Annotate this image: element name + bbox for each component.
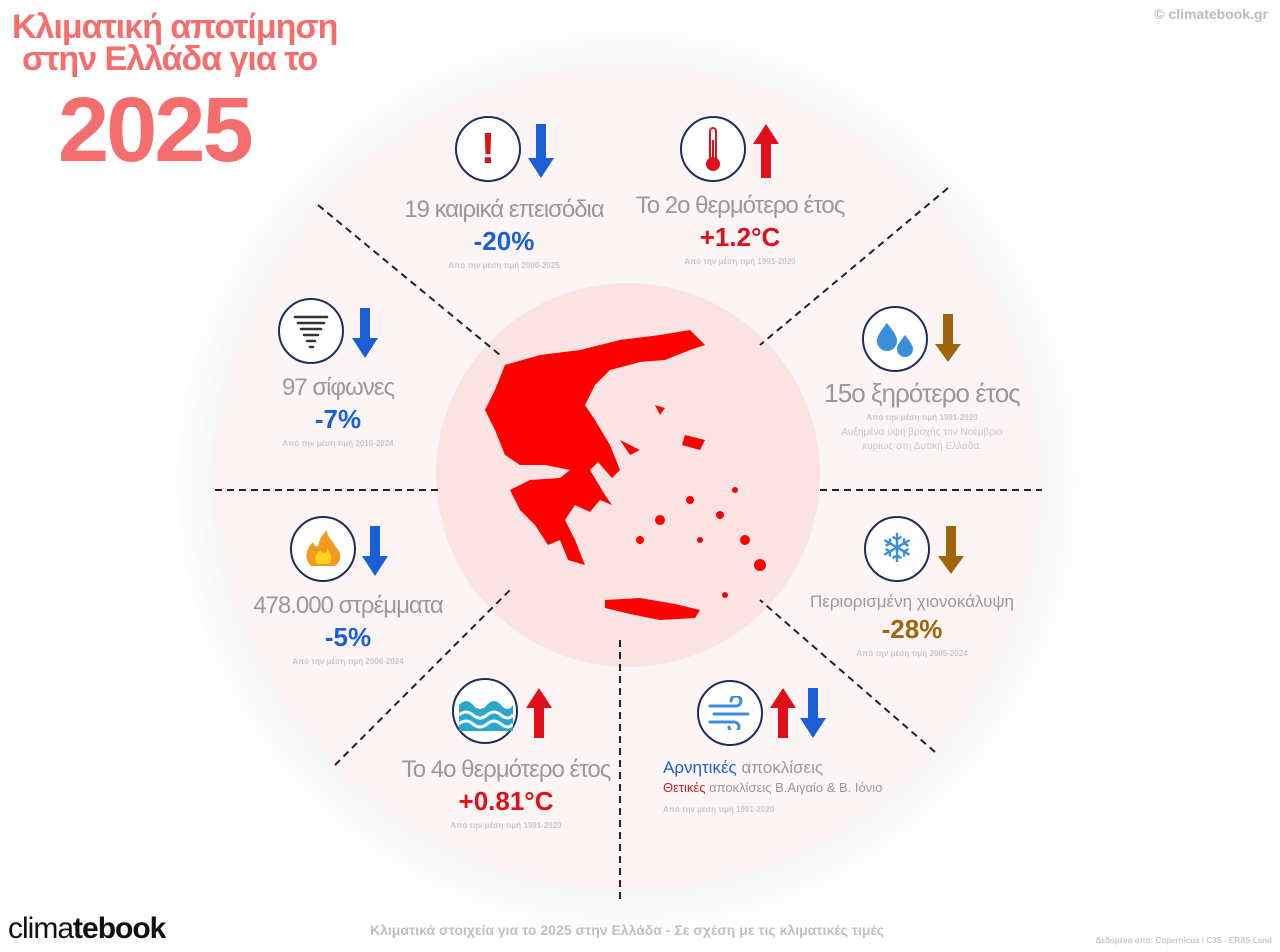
- arrow-up-icon: [526, 688, 552, 738]
- section-dividers: [215, 187, 1042, 900]
- sea-label: Το 4ο θερμότερο έτος: [401, 756, 612, 783]
- wind-positive-rest: αποκλίσεις Β.Αιγαίο & Β. Ιόνιο: [709, 780, 883, 795]
- tornadoes-ref: Από την μέση τιμή 2010-2024: [282, 439, 394, 448]
- events-section: 19 καιρικά επεισόδια -20% Από την μέση τ…: [404, 196, 605, 270]
- fires-ref: Από την μέση τιμή 2006-2024: [292, 657, 404, 666]
- rain-label: 15ο ξηρότερο έτος: [824, 378, 1020, 408]
- thermometer-icon: [680, 116, 746, 182]
- snow-ref: Από την μέση τιμή 2005-2024: [856, 649, 968, 658]
- tornadoes-section: 97 σίφωνες -7% Από την μέση τιμή 2010-20…: [281, 374, 395, 448]
- sea-section: Το 4ο θερμότερο έτος +0.81°C Από την μέσ…: [401, 756, 612, 830]
- snow-label: Περιορισμένη χιονοκάλυψη: [810, 592, 1014, 611]
- fires-label: 478.000 στρέμματα: [253, 592, 444, 619]
- events-ref: Από την μέση τιμή 2000-2025: [448, 261, 560, 270]
- arrow-up-icon: [770, 688, 796, 738]
- snow-value: -28%: [881, 614, 943, 644]
- events-value: -20%: [473, 226, 535, 256]
- greece-map: [485, 330, 766, 620]
- fire-icon: [290, 516, 356, 582]
- wind-positive-word: Θετικές: [663, 780, 706, 795]
- arrow-down-icon: [800, 688, 826, 738]
- title-line-2: στην Ελλάδα για το: [22, 40, 318, 78]
- fires-value: -5%: [324, 622, 372, 652]
- water-drops-icon: [862, 306, 928, 372]
- wind-negative-word: Αρνητικές: [663, 758, 737, 777]
- temperature-section: Το 2ο θερμότερο έτος +1.2°C Από την μέση…: [635, 192, 846, 266]
- sea-waves-icon: [452, 678, 518, 744]
- arrow-down-icon: [935, 314, 961, 362]
- copyright: © climatebook.gr: [1154, 6, 1268, 22]
- rain-ref: Από την μέση τιμή 1991-2020: [866, 413, 978, 422]
- climatebook-logo: climatebook: [8, 912, 166, 945]
- snow-section: Περιορισμένη χιονοκάλυψη -28% Από την μέ…: [810, 592, 1014, 658]
- temperature-ref: Από την μέση τιμή 1991-2020: [684, 257, 796, 266]
- title-year: 2025: [58, 79, 254, 181]
- fires-section: 478.000 στρέμματα -5% Από την μέση τιμή …: [253, 592, 444, 666]
- wind-section: Αρνητικές αποκλίσεις Θετικές αποκλίσεις …: [663, 758, 882, 814]
- events-label: 19 καιρικά επεισόδια: [404, 196, 605, 223]
- title-line-1: Κλιματική αποτίμηση: [12, 8, 338, 46]
- tornadoes-value: -7%: [314, 404, 362, 434]
- tornadoes-label: 97 σίφωνες: [281, 374, 395, 401]
- temperature-value: +1.2°C: [699, 222, 781, 252]
- temperature-label: Το 2ο θερμότερο έτος: [635, 192, 846, 219]
- sea-ref: Από την μέση τιμή 1991-2020: [450, 821, 562, 830]
- wind-negative-rest: αποκλίσεις: [741, 758, 824, 777]
- arrow-up-icon: [753, 124, 779, 178]
- wind-icon: [697, 680, 763, 746]
- tornado-icon: [278, 298, 344, 364]
- exclamation-icon: !: [455, 116, 521, 182]
- arrow-down-icon: [528, 124, 554, 178]
- data-source: Δεδομένα από: Copernicus / C3S - ERA5-La…: [1095, 936, 1272, 945]
- arrow-down-icon: [352, 308, 378, 358]
- footer-caption: Κλιματικά στοιχεία για το 2025 στην Ελλά…: [370, 922, 885, 938]
- rain-note-line-1: Αυξημένα ύψη βροχής τον Νοέμβριο: [841, 427, 1003, 438]
- arrow-down-icon: [938, 526, 964, 574]
- arrow-down-icon: [362, 526, 388, 576]
- snowflake-icon: ❄: [864, 516, 930, 582]
- wind-ref: Από την μέση τιμή 1991-2020: [663, 805, 775, 814]
- sea-value: +0.81°C: [458, 786, 554, 816]
- rain-note-line-2: κυρίως στη Δυτική Ελλάδα.: [862, 441, 982, 452]
- rain-section: 15ο ξηρότερο έτος Από την μέση τιμή 1991…: [824, 378, 1020, 454]
